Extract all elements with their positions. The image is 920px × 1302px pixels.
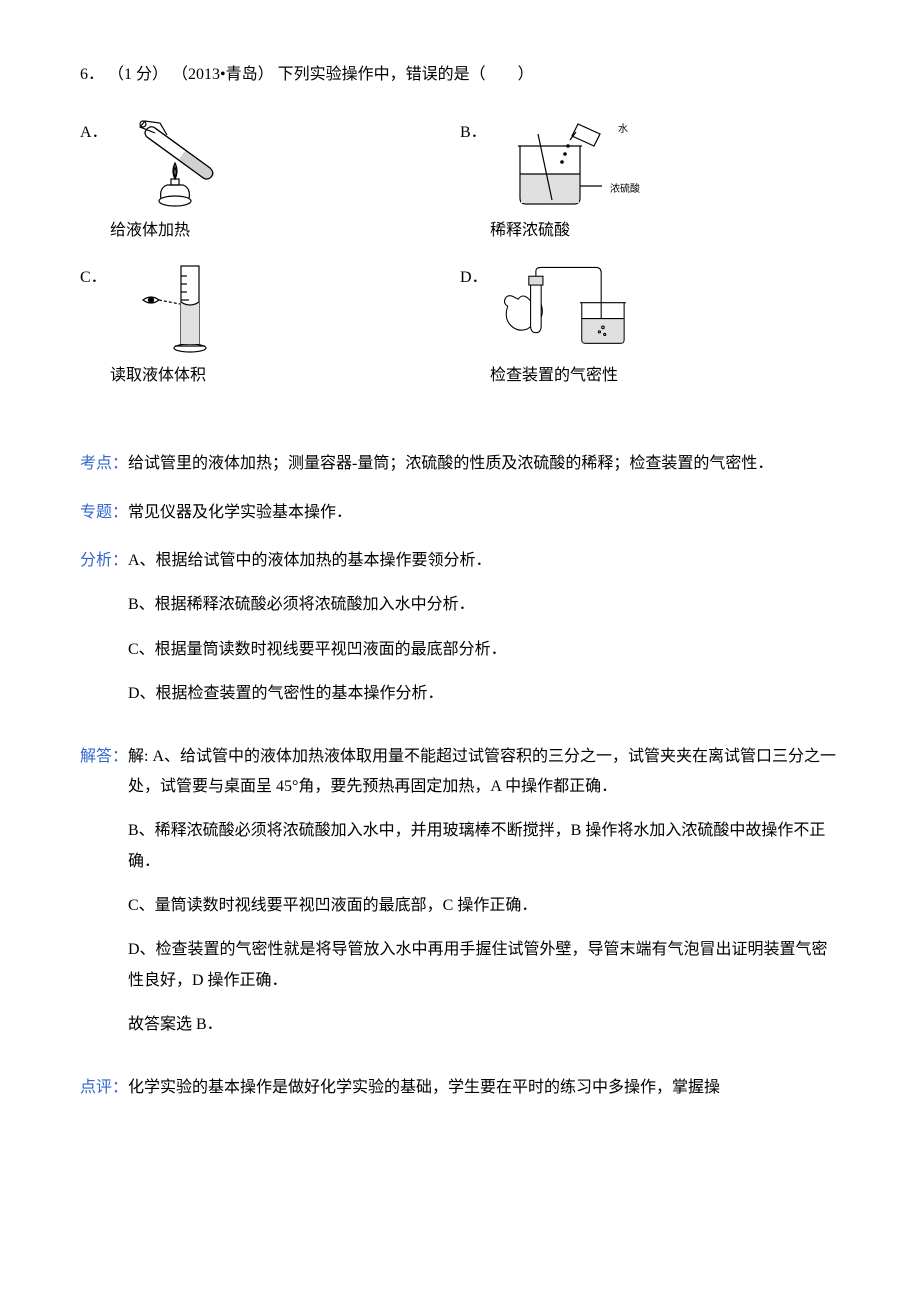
jieda-line-3: D、检查装置的气密性就是将导管放入水中再用手握住试管外壁，导管末端有气泡冒出证明… — [128, 935, 840, 996]
fenxi-line-0: A、根据给试管中的液体加热的基本操作要领分析． — [128, 546, 840, 576]
question-number: 6． — [80, 66, 104, 83]
option-d: D． — [460, 255, 840, 399]
dianping-block: 点评： 化学实验的基本操作是做好化学实验的基础，学生要在平时的练习中多操作，掌握… — [80, 1073, 840, 1103]
option-b-caption: 稀释浓硫酸 — [490, 216, 570, 246]
airtightness-icon — [490, 258, 640, 358]
option-d-caption: 检查装置的气密性 — [490, 361, 618, 391]
option-a-caption: 给液体加热 — [110, 216, 190, 246]
jieda-line-2: C、量筒读数时视线要平视凹液面的最底部，C 操作正确． — [128, 891, 840, 921]
option-a-letter: A． — [80, 118, 110, 148]
jieda-body: 解: A、给试管中的液体加热液体取用量不能超过试管容积的三分之一，试管夹夹在离试… — [128, 742, 840, 1055]
read-cylinder-icon — [125, 258, 245, 358]
question-points: （1 分） — [108, 66, 168, 83]
option-b-letter: B． — [460, 118, 490, 148]
jieda-line-0: 解: A、给试管中的液体加热液体取用量不能超过试管容积的三分之一，试管夹夹在离试… — [128, 742, 840, 803]
option-c-letter: C． — [80, 263, 110, 293]
option-a-figure — [110, 118, 260, 208]
option-d-figure — [490, 263, 640, 353]
fenxi-line-3: D、根据检查装置的气密性的基本操作分析． — [128, 679, 840, 709]
heating-liquid-icon — [115, 113, 255, 213]
kaodian-label: 考点： — [80, 449, 128, 479]
option-b: B． — [460, 110, 840, 254]
kaodian-block: 考点： 给试管里的液体加热；测量容器-量筒；浓硫酸的性质及浓硫酸的稀释；检查装置… — [80, 449, 840, 479]
question-text: 下列实验操作中，错误的是（ ） — [278, 66, 534, 83]
fenxi-block: 分析： A、根据给试管中的液体加热的基本操作要领分析． B、根据稀释浓硫酸必须将… — [80, 546, 840, 724]
jieda-label: 解答： — [80, 742, 128, 1055]
label-water: 水 — [618, 120, 628, 139]
fenxi-body: A、根据给试管中的液体加热的基本操作要领分析． B、根据稀释浓硫酸必须将浓硫酸加… — [128, 546, 840, 724]
fenxi-label: 分析： — [80, 546, 128, 724]
options-grid: A． — [80, 110, 840, 399]
option-d-letter: D． — [460, 263, 490, 293]
question-source: （2013•青岛） — [172, 66, 274, 83]
zhuanti-block: 专题： 常见仪器及化学实验基本操作． — [80, 498, 840, 528]
fenxi-line-1: B、根据稀释浓硫酸必须将浓硫酸加入水中分析． — [128, 590, 840, 620]
question-stem: 6． （1 分） （2013•青岛） 下列实验操作中，错误的是（ ） — [80, 60, 840, 90]
zhuanti-text: 常见仪器及化学实验基本操作． — [128, 498, 840, 528]
option-b-figure: 水 浓硫酸 — [490, 118, 640, 208]
option-c: C． — [80, 255, 460, 399]
option-c-figure — [110, 263, 260, 353]
dianping-label: 点评： — [80, 1073, 128, 1103]
jieda-line-1: B、稀释浓硫酸必须将浓硫酸加入水中，并用玻璃棒不断搅拌，B 操作将水加入浓硫酸中… — [128, 816, 840, 877]
kaodian-text: 给试管里的液体加热；测量容器-量筒；浓硫酸的性质及浓硫酸的稀释；检查装置的气密性… — [128, 449, 840, 479]
dianping-text: 化学实验的基本操作是做好化学实验的基础，学生要在平时的练习中多操作，掌握操 — [128, 1073, 840, 1103]
option-c-caption: 读取液体体积 — [110, 361, 206, 391]
jieda-block: 解答： 解: A、给试管中的液体加热液体取用量不能超过试管容积的三分之一，试管夹… — [80, 742, 840, 1055]
zhuanti-label: 专题： — [80, 498, 128, 528]
fenxi-line-2: C、根据量筒读数时视线要平视凹液面的最底部分析． — [128, 635, 840, 665]
label-acid: 浓硫酸 — [610, 180, 640, 199]
option-a: A． — [80, 110, 460, 254]
jieda-line-4: 故答案选 B． — [128, 1010, 840, 1040]
